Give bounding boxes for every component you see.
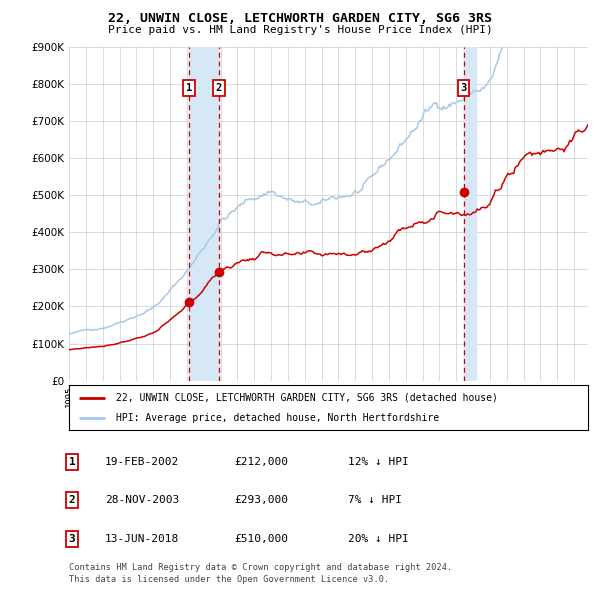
Text: 22, UNWIN CLOSE, LETCHWORTH GARDEN CITY, SG6 3RS (detached house): 22, UNWIN CLOSE, LETCHWORTH GARDEN CITY,… (116, 393, 497, 402)
Text: 1: 1 (186, 83, 192, 93)
Text: 22, UNWIN CLOSE, LETCHWORTH GARDEN CITY, SG6 3RS: 22, UNWIN CLOSE, LETCHWORTH GARDEN CITY,… (108, 12, 492, 25)
Text: £212,000: £212,000 (234, 457, 288, 467)
Text: 2: 2 (216, 83, 222, 93)
Text: HPI: Average price, detached house, North Hertfordshire: HPI: Average price, detached house, Nort… (116, 414, 439, 424)
Text: 3: 3 (461, 83, 467, 93)
Text: 28-NOV-2003: 28-NOV-2003 (105, 496, 179, 505)
Text: 7% ↓ HPI: 7% ↓ HPI (348, 496, 402, 505)
Text: Price paid vs. HM Land Registry's House Price Index (HPI): Price paid vs. HM Land Registry's House … (107, 25, 493, 35)
Text: 2: 2 (68, 496, 76, 505)
Text: 13-JUN-2018: 13-JUN-2018 (105, 534, 179, 543)
Bar (189, 47, 219, 381)
Text: £293,000: £293,000 (234, 496, 288, 505)
Text: 19-FEB-2002: 19-FEB-2002 (105, 457, 179, 467)
Text: 1: 1 (68, 457, 76, 467)
Text: Contains HM Land Registry data © Crown copyright and database right 2024.: Contains HM Land Registry data © Crown c… (69, 563, 452, 572)
Text: 20% ↓ HPI: 20% ↓ HPI (348, 534, 409, 543)
Text: £510,000: £510,000 (234, 534, 288, 543)
Text: 12% ↓ HPI: 12% ↓ HPI (348, 457, 409, 467)
Text: This data is licensed under the Open Government Licence v3.0.: This data is licensed under the Open Gov… (69, 575, 389, 584)
Text: 3: 3 (68, 534, 76, 543)
Bar (464, 47, 476, 381)
